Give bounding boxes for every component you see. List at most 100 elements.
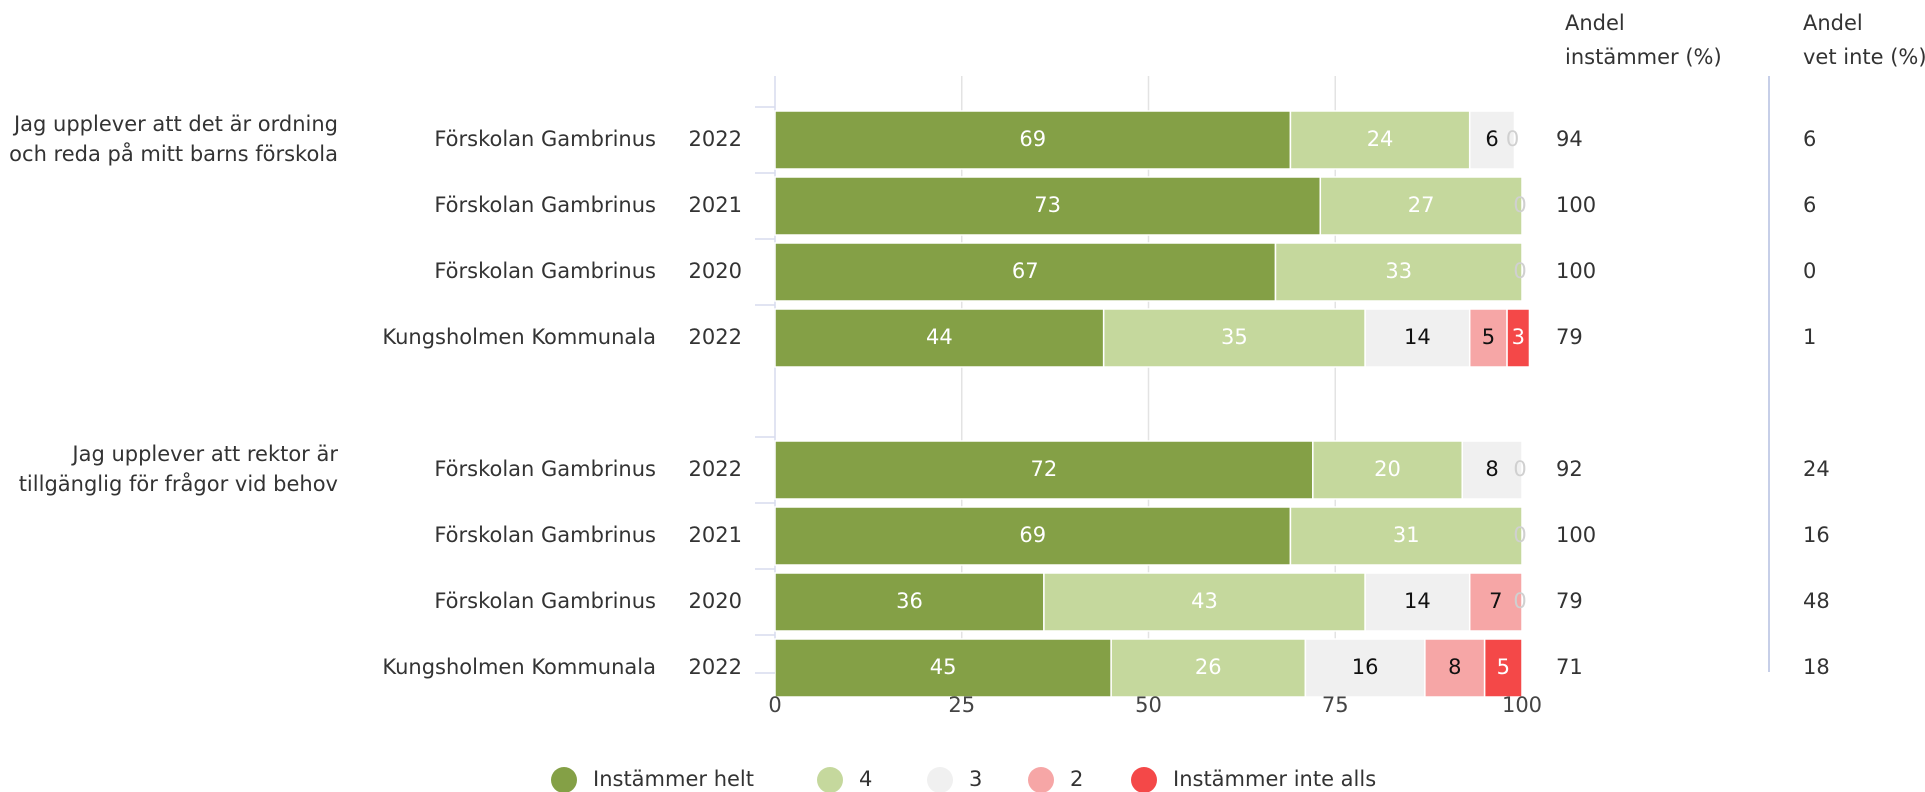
bar-value-label: 0 bbox=[1513, 193, 1526, 217]
bar-segment bbox=[1043, 572, 1366, 632]
unit-label: Förskolan Gambrinus bbox=[434, 457, 656, 481]
bar-value-label: 0 bbox=[1513, 589, 1526, 613]
bar-value-label: 5 bbox=[1497, 655, 1510, 679]
agree-value: 100 bbox=[1556, 523, 1596, 547]
legend-label: 2 bbox=[1070, 767, 1083, 791]
bar-value-label: 16 bbox=[1352, 655, 1379, 679]
bar-segment bbox=[1102, 308, 1366, 368]
unit-label: Förskolan Gambrinus bbox=[434, 127, 656, 151]
bar-segment bbox=[1468, 572, 1523, 632]
bar-value-label: 0 bbox=[1513, 457, 1526, 481]
legend-swatch bbox=[927, 767, 953, 792]
legend-label: Instämmer helt bbox=[593, 767, 754, 791]
dont-know-value: 24 bbox=[1803, 457, 1830, 481]
bar-segment bbox=[774, 110, 1292, 170]
dont-know-value: 1 bbox=[1803, 325, 1816, 349]
agree-value: 92 bbox=[1556, 457, 1583, 481]
header-dont-know-line: Andel bbox=[1803, 11, 1863, 35]
bar-value-label: 8 bbox=[1448, 655, 1461, 679]
bar-segment bbox=[774, 506, 1292, 566]
year-label: 2021 bbox=[689, 523, 742, 547]
dont-know-value: 48 bbox=[1803, 589, 1830, 613]
year-label: 2022 bbox=[689, 457, 742, 481]
bar-value-label: 27 bbox=[1408, 193, 1435, 217]
year-label: 2022 bbox=[689, 127, 742, 151]
unit-label: Förskolan Gambrinus bbox=[434, 589, 656, 613]
bar-segment bbox=[774, 176, 1322, 236]
bar-value-label: 45 bbox=[930, 655, 957, 679]
bar-segment bbox=[774, 242, 1277, 302]
bar-value-label: 0 bbox=[1513, 259, 1526, 283]
unit-label: Förskolan Gambrinus bbox=[434, 523, 656, 547]
bar-value-label: 6 bbox=[1485, 127, 1498, 151]
bar-value-label: 14 bbox=[1404, 589, 1431, 613]
x-tick-label: 75 bbox=[1322, 693, 1349, 717]
bar-value-label: 0 bbox=[1506, 127, 1519, 151]
bar-segment bbox=[774, 572, 1045, 632]
bar-value-label: 20 bbox=[1374, 457, 1401, 481]
bar-value-label: 35 bbox=[1221, 325, 1248, 349]
year-label: 2022 bbox=[689, 655, 742, 679]
question-label: Jag upplever att det är ordning bbox=[12, 112, 338, 136]
bar-segment bbox=[1289, 506, 1523, 566]
bar-segment bbox=[1110, 638, 1307, 698]
year-label: 2021 bbox=[689, 193, 742, 217]
bar-value-label: 24 bbox=[1367, 127, 1394, 151]
bar-segment bbox=[1468, 110, 1516, 170]
agree-value: 94 bbox=[1556, 127, 1583, 151]
header-dont-know-line: vet inte (%) bbox=[1803, 45, 1925, 69]
bar-value-label: 26 bbox=[1195, 655, 1222, 679]
bar-segment bbox=[1364, 572, 1471, 632]
bar-value-label: 69 bbox=[1019, 523, 1046, 547]
bar-value-label: 8 bbox=[1485, 457, 1498, 481]
legend-label: 4 bbox=[859, 767, 872, 791]
legend-label: Instämmer inte alls bbox=[1173, 767, 1376, 791]
bar-segment bbox=[1483, 638, 1523, 698]
bar-segment bbox=[1312, 440, 1463, 500]
agree-value: 79 bbox=[1556, 325, 1583, 349]
bar-value-label: 36 bbox=[896, 589, 923, 613]
bar-value-label: 31 bbox=[1393, 523, 1420, 547]
x-tick-label: 25 bbox=[948, 693, 975, 717]
bar-value-label: 3 bbox=[1512, 325, 1525, 349]
question-label: och reda på mitt barns förskola bbox=[9, 141, 338, 166]
bar-segment bbox=[774, 638, 1112, 698]
agree-value: 71 bbox=[1556, 655, 1583, 679]
legend-swatch bbox=[551, 767, 577, 792]
bar-value-label: 73 bbox=[1034, 193, 1061, 217]
year-label: 2022 bbox=[689, 325, 742, 349]
x-tick-label: 100 bbox=[1502, 693, 1542, 717]
bar-segment bbox=[1319, 176, 1523, 236]
year-label: 2020 bbox=[689, 259, 742, 283]
header-agree-line: instämmer (%) bbox=[1565, 45, 1722, 69]
x-tick-label: 50 bbox=[1135, 693, 1162, 717]
bar-value-label: 43 bbox=[1191, 589, 1218, 613]
x-tick-label: 0 bbox=[768, 693, 781, 717]
bar-value-label: 69 bbox=[1019, 127, 1046, 151]
dont-know-value: 0 bbox=[1803, 259, 1816, 283]
unit-label: Kungsholmen Kommunala bbox=[382, 655, 656, 679]
bar-value-label: 5 bbox=[1482, 325, 1495, 349]
bar-segment bbox=[774, 308, 1105, 368]
header-agree-line: Andel bbox=[1565, 11, 1625, 35]
dont-know-value: 6 bbox=[1803, 193, 1816, 217]
agree-value: 100 bbox=[1556, 259, 1596, 283]
bar-value-label: 7 bbox=[1489, 589, 1502, 613]
bar-value-label: 67 bbox=[1012, 259, 1039, 283]
legend-swatch bbox=[817, 767, 843, 792]
bar-segment bbox=[1468, 308, 1508, 368]
bar-segment bbox=[1304, 638, 1426, 698]
bar-segment bbox=[1461, 440, 1523, 500]
bar-value-label: 44 bbox=[926, 325, 953, 349]
dont-know-value: 18 bbox=[1803, 655, 1830, 679]
unit-label: Förskolan Gambrinus bbox=[434, 193, 656, 217]
question-label: tillgänglig för frågor vid behov bbox=[19, 471, 338, 496]
question-label: Jag upplever att rektor är bbox=[70, 442, 338, 466]
bar-segment bbox=[1364, 308, 1471, 368]
unit-label: Förskolan Gambrinus bbox=[434, 259, 656, 283]
bar-value-label: 72 bbox=[1031, 457, 1058, 481]
bar-value-label: 0 bbox=[1513, 523, 1526, 547]
legend-swatch bbox=[1131, 767, 1157, 792]
legend-label: 3 bbox=[969, 767, 982, 791]
